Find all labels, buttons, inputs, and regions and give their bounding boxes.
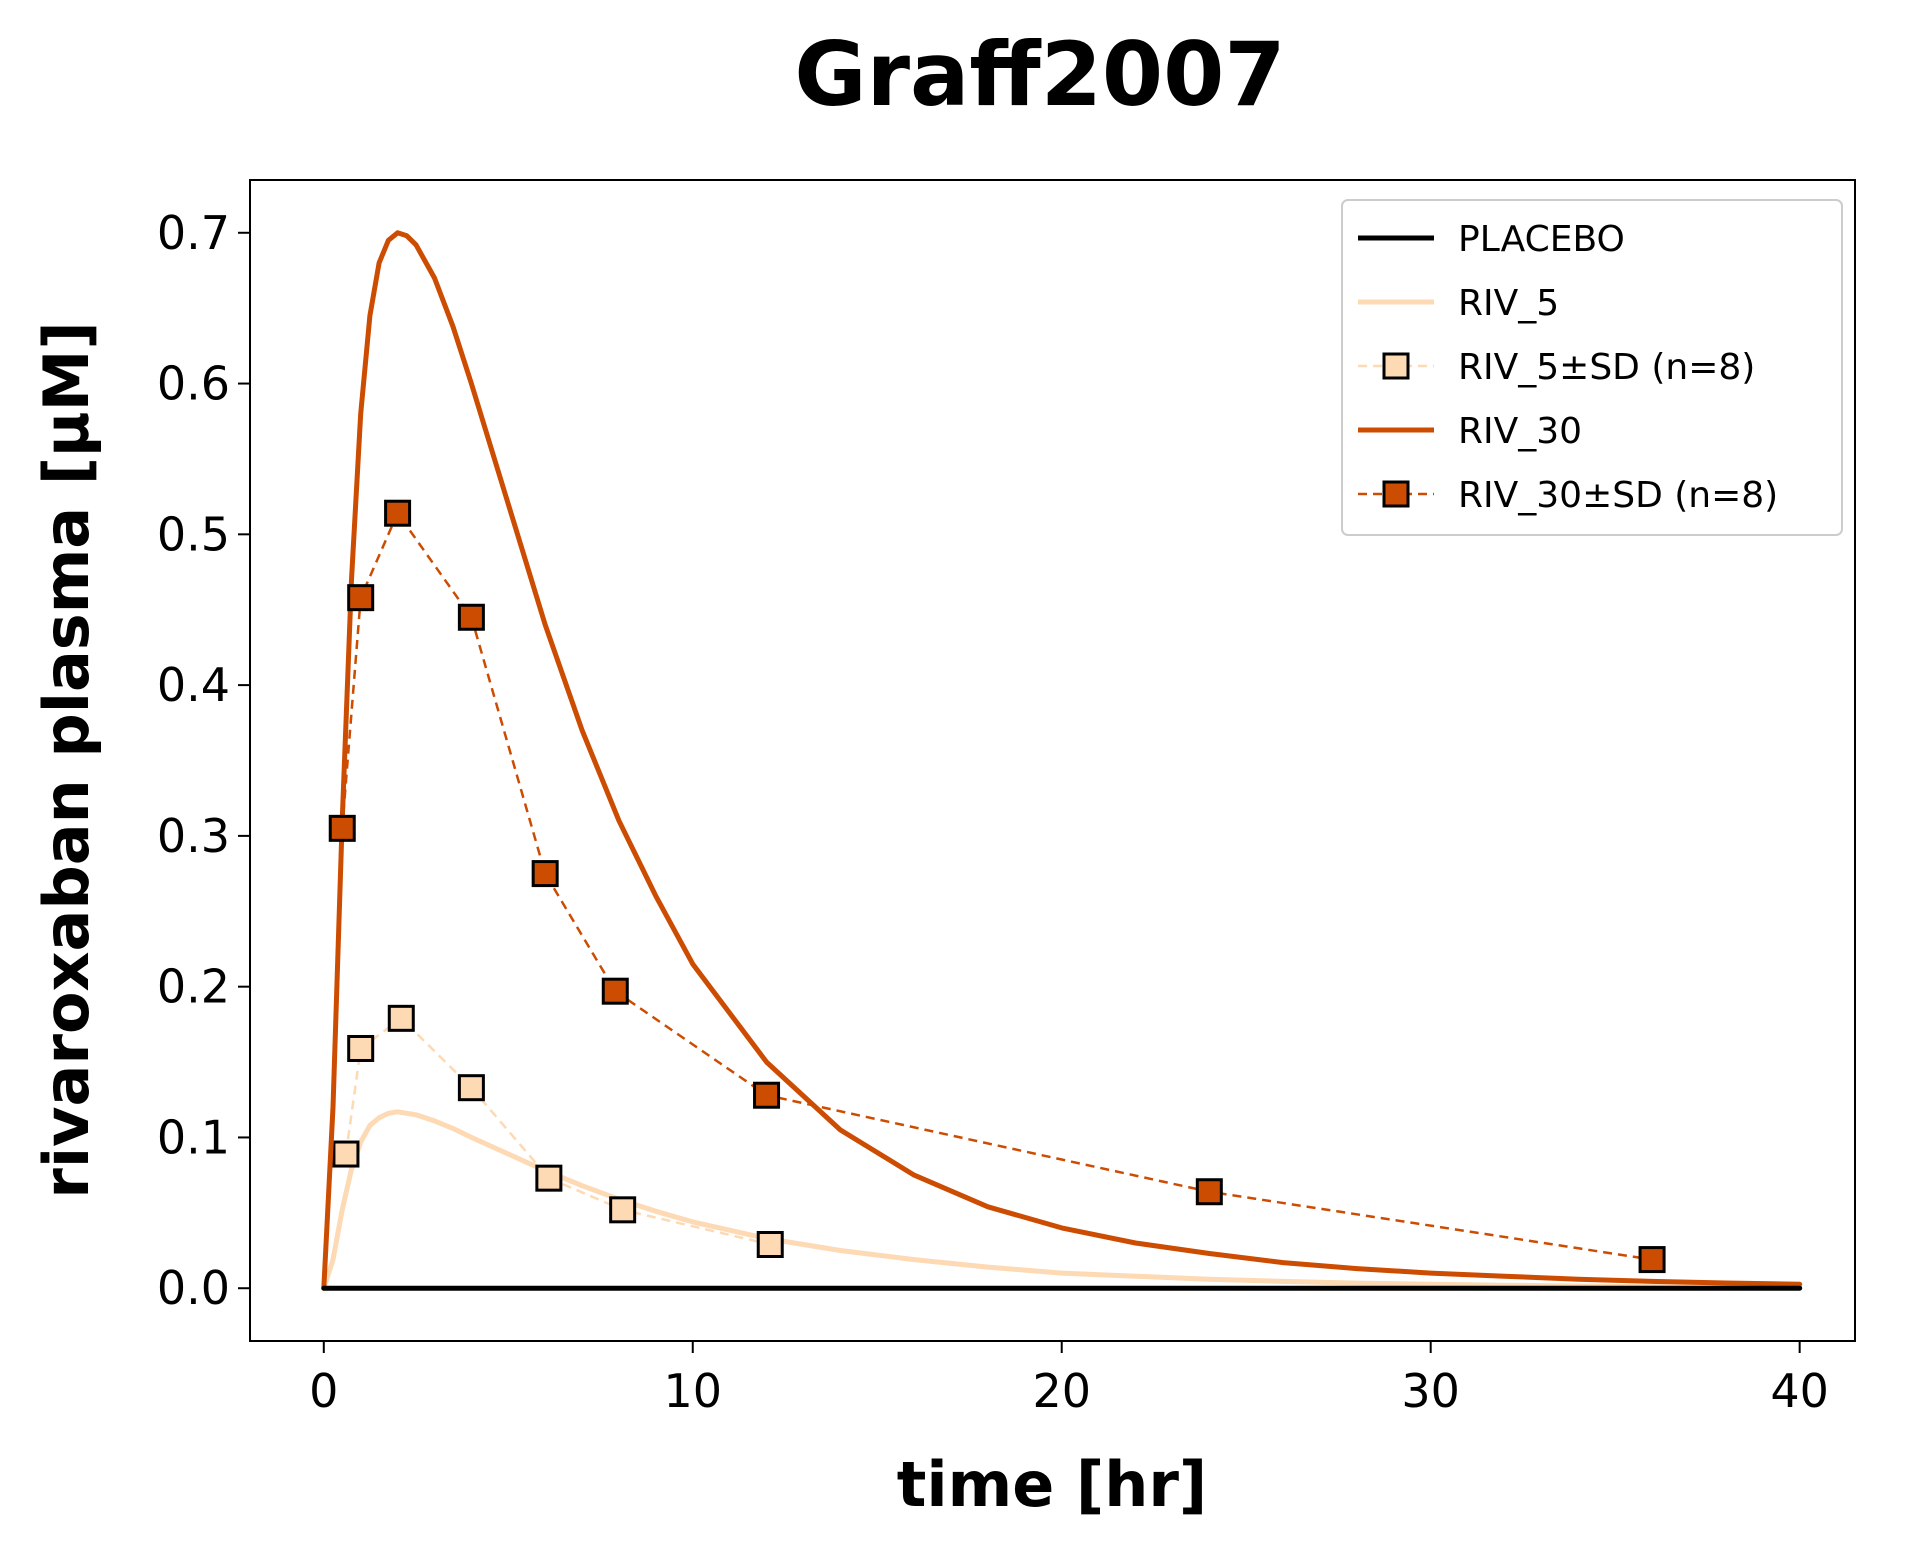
legend-swatch-marker-riv-30-sd-n-8: [1382, 480, 1410, 508]
data-point-riv-30-sd-n-8: [384, 499, 412, 527]
legend-swatch-marker-riv-5-sd-n-8: [1382, 352, 1410, 380]
data-point-riv-30-sd-n-8: [1638, 1246, 1666, 1274]
y-axis: 0.0 0.1 0.2 0.3 0.4 0.5 0.6 0.7: [157, 206, 250, 1315]
data-point-riv-5-sd-n-8: [457, 1074, 485, 1102]
series-line-riv-30: [321, 230, 1803, 1291]
legend-label-riv-30: RIV_30: [1458, 411, 1582, 452]
x-tick-label: 10: [663, 1364, 722, 1418]
y-tick-label: 0.1: [157, 1110, 230, 1164]
series-dashed-line-riv-30-sd-n-8: [340, 510, 1653, 1261]
legend-label-riv-5-sd-n-8: RIV_5±SD (n=8): [1458, 347, 1755, 388]
data-point-riv-5-sd-n-8: [387, 1004, 415, 1032]
x-tick-label: 0: [309, 1364, 338, 1418]
y-tick-label: 0.0: [157, 1261, 230, 1315]
data-point-riv-30-sd-n-8: [1195, 1178, 1223, 1206]
x-tick-label: 40: [1770, 1364, 1829, 1418]
y-tick-label: 0.3: [157, 809, 230, 863]
data-point-riv-5-sd-n-8: [756, 1231, 784, 1259]
y-tick-label: 0.2: [157, 960, 230, 1014]
y-tick-label: 0.7: [157, 206, 230, 260]
y-tick-label: 0.6: [157, 357, 230, 411]
data-point-riv-5-sd-n-8: [535, 1164, 563, 1192]
data-point-riv-30-sd-n-8: [753, 1081, 781, 1109]
series-dashed-line-riv-5-sd-n-8: [344, 1016, 771, 1246]
y-tick-label: 0.4: [157, 658, 230, 712]
legend: PLACEBO RIV_5 RIV_5±SD (n=8) RIV_30 RIV_30±S…: [1341, 199, 1843, 536]
legend-label-riv-30-sd-n-8: RIV_30±SD (n=8): [1458, 475, 1778, 516]
legend-label-riv-5: RIV_5: [1458, 283, 1559, 324]
data-point-riv-30-sd-n-8: [328, 814, 356, 842]
legend-label-placebo: PLACEBO: [1458, 219, 1625, 260]
legend-frame: [1341, 199, 1843, 536]
data-point-riv-5-sd-n-8: [332, 1140, 360, 1168]
x-axis: 0 10 20 30 40: [309, 1341, 1829, 1418]
x-axis-label: time [hr]: [897, 1448, 1208, 1521]
data-point-riv-30-sd-n-8: [347, 584, 375, 612]
plot-area: [249, 179, 1856, 1342]
chart-title: Graff2007: [794, 23, 1285, 126]
y-tick-label: 0.5: [157, 507, 230, 561]
data-point-riv-30-sd-n-8: [457, 603, 485, 631]
y-axis-label: rivaroxaban plasma [µM]: [30, 321, 103, 1198]
data-point-riv-30-sd-n-8: [601, 977, 629, 1005]
series-layer: [321, 230, 1803, 1291]
x-tick-label: 30: [1401, 1364, 1460, 1418]
x-tick-label: 20: [1032, 1364, 1091, 1418]
series-line-riv-5: [321, 1109, 1803, 1291]
data-point-riv-5-sd-n-8: [609, 1196, 637, 1224]
data-point-riv-5-sd-n-8: [347, 1034, 375, 1062]
data-point-riv-30-sd-n-8: [531, 860, 559, 888]
